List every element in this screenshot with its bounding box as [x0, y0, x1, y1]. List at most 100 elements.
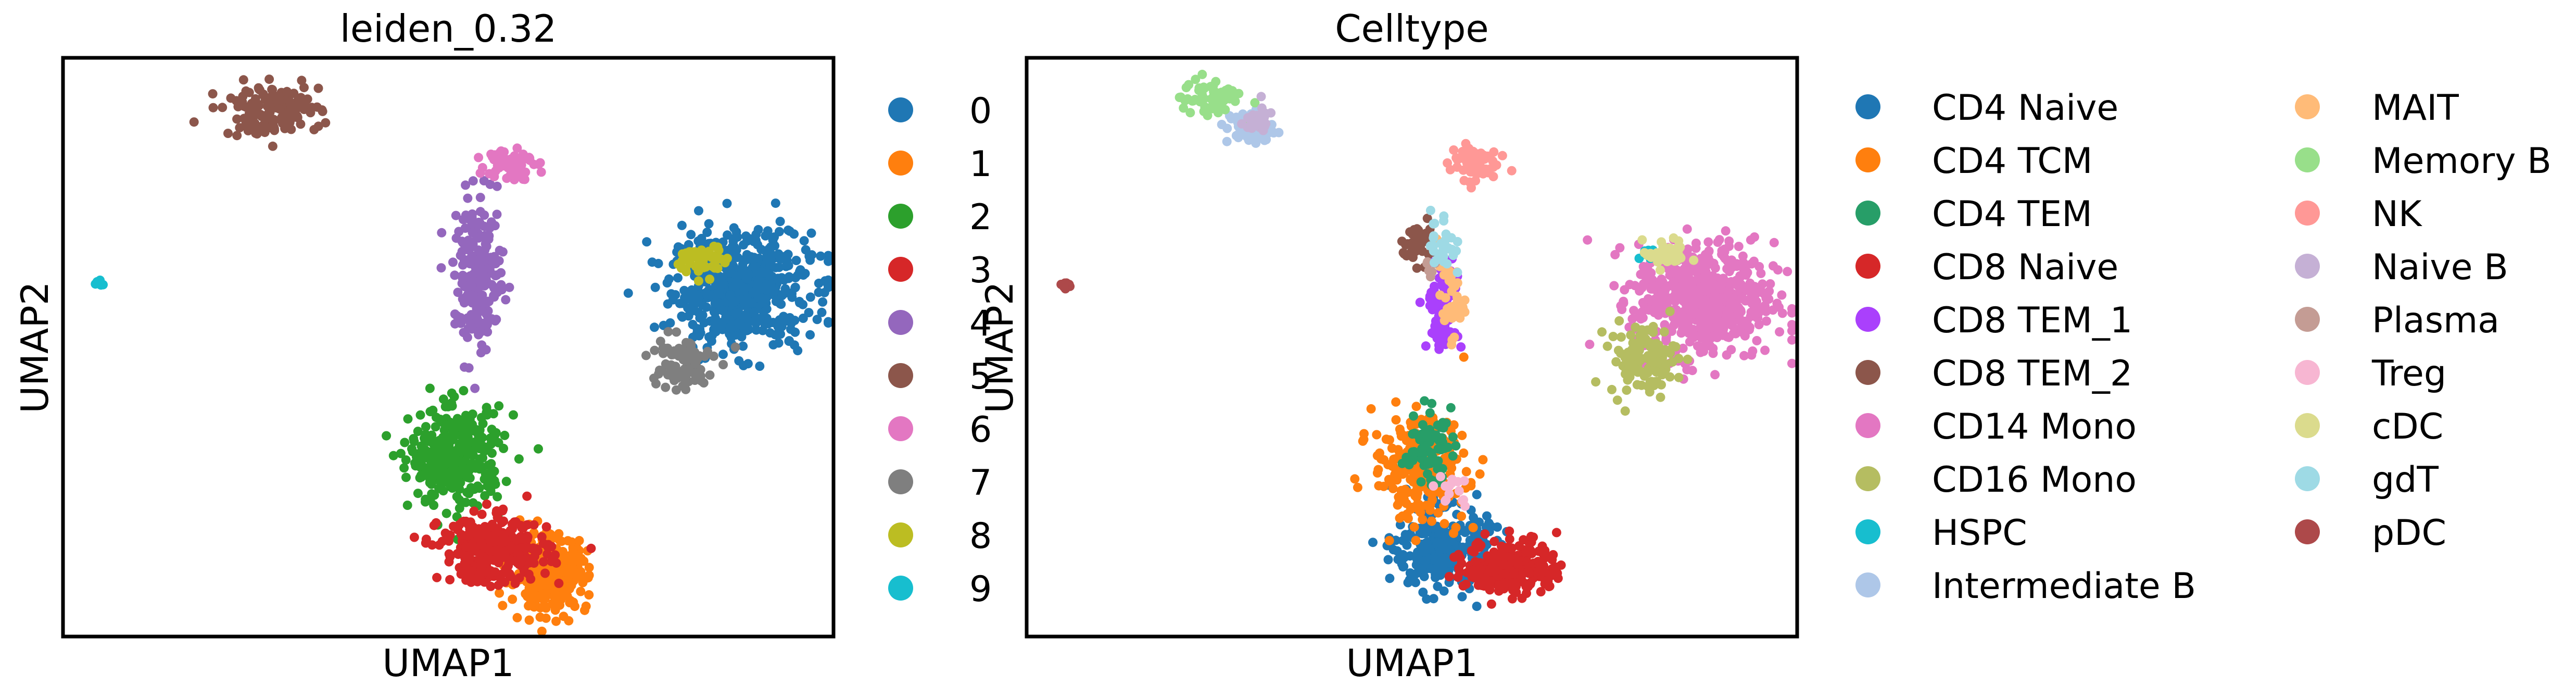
- data-point: [1457, 430, 1467, 440]
- data-point: [541, 589, 551, 599]
- data-point: [787, 292, 797, 302]
- data-point: [700, 288, 710, 298]
- data-point: [769, 232, 779, 242]
- data-point: [464, 363, 474, 373]
- data-point: [686, 342, 696, 352]
- data-point: [1384, 535, 1394, 545]
- legend-label: CD4 Naive: [1932, 88, 2118, 129]
- data-point: [501, 295, 511, 305]
- data-point: [1436, 422, 1446, 432]
- data-point: [1457, 592, 1467, 602]
- data-point: [1449, 145, 1459, 155]
- data-point: [765, 245, 775, 254]
- data-point: [1526, 532, 1536, 541]
- data-point: [413, 427, 423, 437]
- data-point: [1459, 352, 1469, 362]
- data-point: [672, 327, 681, 337]
- data-point: [768, 340, 778, 350]
- data-point: [663, 327, 673, 336]
- legend-marker: [1855, 413, 1880, 438]
- data-point: [1488, 553, 1498, 562]
- data-point: [516, 520, 526, 530]
- data-point: [256, 109, 266, 119]
- data-point: [708, 261, 717, 271]
- data-point: [1643, 251, 1652, 260]
- data-point: [1385, 574, 1395, 583]
- legend-label: pDC: [2372, 513, 2446, 554]
- data-point: [1627, 345, 1637, 355]
- data-point: [759, 268, 769, 278]
- legend-label: CD4 TCM: [1932, 141, 2092, 182]
- data-point: [569, 556, 579, 566]
- data-point: [814, 278, 824, 288]
- data-point: [1739, 351, 1749, 360]
- data-point: [189, 117, 199, 127]
- data-point: [1429, 594, 1438, 604]
- data-point: [1787, 358, 1797, 368]
- data-point: [300, 99, 310, 109]
- data-point: [690, 359, 700, 369]
- data-point: [1454, 563, 1463, 573]
- data-point: [444, 549, 454, 559]
- data-point: [1391, 415, 1401, 425]
- data-point: [1637, 235, 1647, 245]
- data-point: [753, 276, 763, 286]
- data-point: [438, 394, 448, 404]
- data-point: [548, 599, 558, 608]
- data-point: [718, 350, 728, 359]
- data-point: [469, 544, 478, 554]
- data-point: [503, 561, 513, 571]
- data-point: [534, 159, 544, 169]
- data-point: [485, 169, 494, 179]
- legend-item-cd4-naive: CD4 Naive: [1855, 88, 2118, 129]
- data-point: [1383, 555, 1393, 565]
- data-point: [684, 294, 694, 304]
- data-point: [1233, 133, 1243, 143]
- data-point: [816, 251, 826, 261]
- legend-label: 6: [969, 409, 992, 451]
- data-point: [413, 489, 423, 498]
- data-point: [1419, 547, 1429, 557]
- data-point: [722, 198, 732, 208]
- data-point: [771, 330, 780, 340]
- data-point: [1471, 151, 1481, 160]
- data-point: [480, 491, 490, 501]
- data-point: [321, 118, 331, 128]
- data-point: [438, 432, 448, 442]
- data-point: [286, 115, 296, 124]
- data-point: [1783, 267, 1792, 277]
- legend-label: HSPC: [1932, 513, 2027, 554]
- data-point: [1462, 158, 1472, 168]
- data-point: [791, 256, 801, 265]
- data-point: [681, 384, 691, 394]
- data-point: [673, 273, 683, 283]
- data-point: [501, 477, 511, 487]
- data-point: [1472, 602, 1482, 611]
- data-point: [1418, 420, 1428, 430]
- data-point: [1665, 306, 1675, 316]
- data-point: [1737, 294, 1747, 303]
- data-point: [1395, 425, 1405, 434]
- data-point: [1657, 380, 1666, 390]
- data-point: [1643, 294, 1653, 304]
- data-point: [487, 481, 497, 491]
- data-point: [1472, 490, 1482, 500]
- legend-label: 8: [969, 516, 992, 557]
- data-point: [696, 328, 705, 338]
- data-point: [463, 572, 473, 582]
- data-point: [496, 146, 506, 156]
- data-point: [475, 193, 485, 203]
- chart-title-leiden: leiden_0.32: [340, 7, 557, 51]
- data-point: [1723, 288, 1733, 297]
- data-point: [1373, 465, 1383, 475]
- data-point: [738, 341, 748, 351]
- data-point: [427, 540, 437, 550]
- data-point: [1419, 571, 1429, 581]
- data-point: [1184, 80, 1194, 90]
- data-point: [1426, 448, 1436, 458]
- data-point: [1489, 537, 1499, 546]
- data-point: [499, 443, 509, 453]
- data-point: [1436, 472, 1445, 481]
- data-point: [1617, 332, 1626, 342]
- data-point: [1731, 303, 1741, 313]
